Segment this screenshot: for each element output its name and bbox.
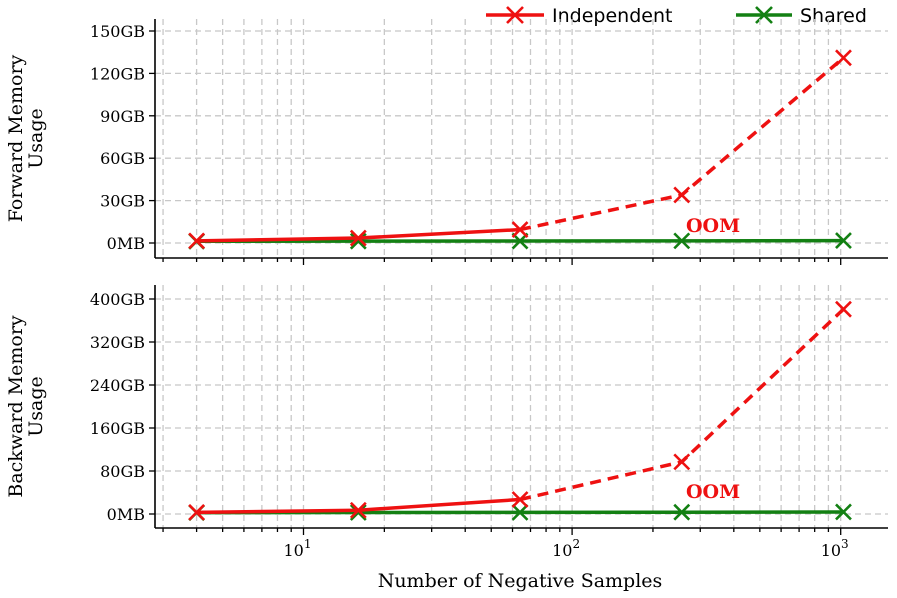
data-point-independent [188, 232, 206, 250]
x-axis-title: Number of Negative Samples [378, 570, 663, 592]
data-point-independent [349, 229, 367, 247]
legend-marker-independent [506, 6, 524, 24]
y-axis-title-line: Forward Memory [5, 54, 27, 222]
y-tick-label: 150GB [90, 22, 145, 41]
data-point-shared [835, 503, 852, 521]
y-tick-label: 320GB [90, 333, 145, 352]
y-tick-label: 120GB [90, 64, 145, 83]
y-tick-label: 80GB [100, 462, 145, 481]
x-tick-label-base: 10 [821, 541, 841, 560]
data-point-shared [349, 504, 367, 521]
data-point-independent [511, 491, 529, 508]
y-tick-label: 0MB [107, 505, 145, 524]
y-tick-label: 0MB [107, 234, 145, 253]
y-tick-label: 90GB [100, 107, 145, 126]
data-point-shared [673, 232, 691, 250]
oom-annotation-forward: OOM [686, 215, 740, 237]
backward-memory-panel: 0MB 80GB 160GB 240GB 320GB 400GB Backward Memo… [5, 285, 888, 535]
data-point-independent [673, 186, 691, 204]
data-point-independent [673, 453, 691, 471]
data-point-shared [835, 232, 852, 250]
y-tick-label: 60GB [100, 149, 145, 168]
series-line-dashed-independent [519, 56, 845, 232]
y-tick-label: 30GB [100, 192, 145, 211]
y-axis-title-line: Backward Memory [5, 315, 27, 498]
y-tick-label: 240GB [90, 376, 145, 395]
legend-marker-shared [755, 6, 773, 24]
legend-label-independent: Independent [552, 5, 672, 27]
y-axis-title-line: Usage [25, 376, 47, 437]
y-axis-title: Backward MemoryUsage [5, 315, 47, 498]
legend-label-shared: Shared [800, 5, 867, 27]
legend: Independent Shared [486, 5, 867, 27]
data-point-independent [349, 501, 367, 519]
x-tick-label-exponent: 3 [841, 537, 849, 551]
x-tick-label: 102 [552, 537, 580, 560]
data-point-independent [835, 49, 852, 67]
data-point-independent [835, 300, 852, 318]
data-point-independent [511, 221, 529, 238]
y-tick-label: 160GB [90, 419, 145, 438]
x-tick-label: 101 [283, 537, 311, 560]
x-tick-label: 103 [821, 537, 849, 560]
x-tick-label-base: 10 [552, 541, 572, 560]
x-tick-label-exponent: 2 [572, 537, 580, 551]
data-point-shared [673, 503, 691, 521]
data-point-independent [188, 503, 206, 521]
data-point-shared [511, 503, 529, 521]
x-tick-label-base: 10 [283, 541, 303, 560]
y-axis-title: Forward MemoryUsage [5, 54, 47, 222]
y-tick-label: 400GB [90, 290, 145, 309]
oom-annotation-backward: OOM [686, 481, 740, 503]
x-tick-label-exponent: 1 [304, 537, 312, 551]
y-axis-title-line: Usage [25, 108, 47, 169]
forward-memory-panel: 0MB 30GB 60GB 90GB 120GB 150GB Forward MemoryU… [5, 19, 888, 265]
